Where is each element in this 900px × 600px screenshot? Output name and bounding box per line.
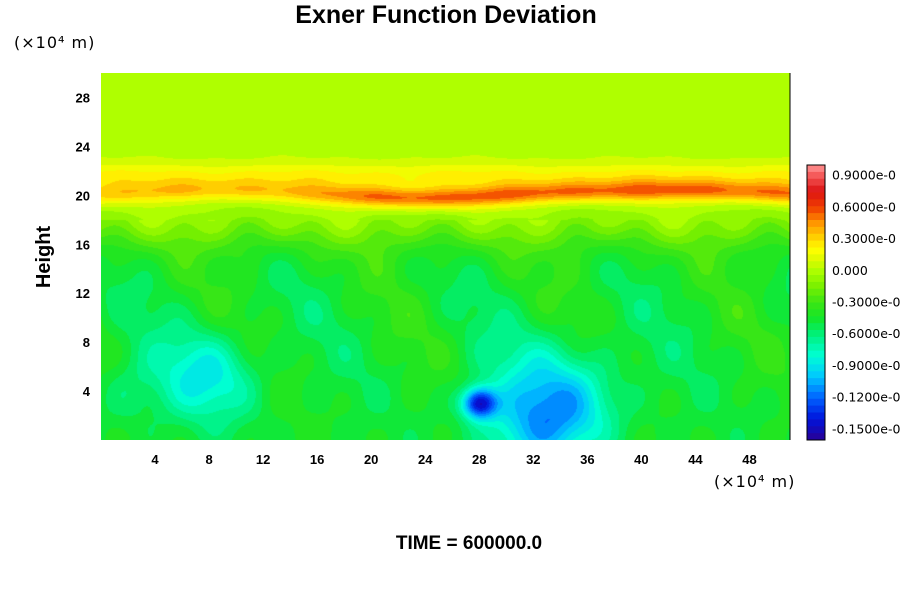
colorbar-label: -0.3000e-0	[832, 295, 900, 310]
colorbar-label: -0.1200e-0	[832, 390, 900, 405]
colorbar-segment	[807, 240, 825, 248]
colorbar-segment	[807, 398, 825, 407]
y-tick-label: 28	[76, 90, 90, 105]
y-tick-label: 8	[83, 335, 90, 350]
colorbar-segment	[807, 220, 825, 228]
colorbar-label: 0.9000e-0	[832, 168, 896, 183]
colorbar-segment	[807, 302, 825, 310]
x-tick-label: 48	[742, 452, 756, 467]
colorbar-segment	[807, 316, 825, 324]
time-label: TIME = 600000.0	[396, 533, 542, 554]
colorbar-segment	[807, 206, 825, 214]
colorbar-segment	[807, 405, 825, 413]
x-tick-label: 24	[418, 452, 433, 467]
colorbar-segment	[807, 261, 825, 269]
colorbar-segment	[807, 288, 825, 297]
heatmap-plot-area	[101, 73, 791, 440]
colorbar-segment	[807, 419, 825, 427]
colorbar-segment	[807, 309, 825, 317]
colorbar-segment	[807, 343, 825, 352]
colorbar-segment	[807, 281, 825, 290]
colorbar-label: 0.6000e-0	[832, 199, 896, 214]
colorbar-label: 0.000	[832, 263, 868, 278]
colorbar-border	[806, 164, 826, 441]
x-tick-label: 4	[151, 452, 159, 467]
colorbar: 0.9000e-0 0.6000e-0 0.3000e-0 0.000 -0.3000e…	[806, 164, 900, 441]
x-tick-label: 28	[472, 452, 486, 467]
y-tick-label: 12	[76, 286, 90, 301]
x-unit-label: (×10⁴ m)	[714, 472, 795, 491]
colorbar-label: -0.9000e-0	[832, 358, 900, 373]
colorbar-segment	[807, 433, 825, 441]
colorbar-segment	[807, 330, 825, 338]
colorbar-segment	[807, 213, 825, 221]
y-tick-label: 4	[83, 384, 91, 399]
colorbar-label: 0.3000e-0	[832, 231, 896, 246]
colorbar-segment	[807, 350, 825, 358]
colorbar-segment	[807, 178, 825, 187]
colorbar-segment	[807, 426, 825, 434]
colorbar-label: -0.6000e-0	[832, 326, 900, 341]
colorbar-segment	[807, 275, 825, 283]
heatmap-field	[101, 73, 790, 440]
colorbar-segment	[807, 371, 825, 379]
colorbar-label: -0.1500e-0	[832, 421, 900, 436]
x-tick-label: 20	[364, 452, 378, 467]
y-tick-label: 24	[76, 139, 91, 154]
colorbar-segment	[807, 226, 825, 235]
x-tick-label: 12	[256, 452, 270, 467]
chart-title: Exner Function Deviation	[295, 1, 596, 29]
x-tick-label: 36	[580, 452, 594, 467]
x-tick-label: 44	[688, 452, 703, 467]
colorbar-segment	[807, 268, 825, 276]
colorbar-segment	[807, 412, 825, 420]
x-tick-label: 16	[310, 452, 324, 467]
colorbar-segment	[807, 247, 825, 255]
y-axis-label: Height	[33, 226, 55, 289]
colorbar-segment	[807, 171, 825, 180]
colorbar-segment	[807, 233, 825, 242]
colorbar-segment	[807, 185, 825, 193]
colorbar-segment	[807, 391, 825, 400]
colorbar-segment	[807, 357, 825, 365]
y-tick-label: 16	[76, 237, 90, 252]
colorbar-segment	[807, 295, 825, 303]
colorbar-segment	[807, 254, 825, 262]
x-axis-ticks: 4 8 12 16 20 24 28 32 36 40 44 48	[151, 452, 756, 467]
colorbar-segment	[807, 378, 825, 386]
x-tick-label: 32	[526, 452, 540, 467]
colorbar-segment	[807, 199, 825, 207]
colorbar-segment	[807, 385, 825, 393]
y-axis-ticks: 4 8 12 16 20 24 28	[76, 90, 91, 399]
colorbar-segment	[807, 364, 825, 372]
y-tick-label: 20	[76, 188, 90, 203]
y-unit-label: (×10⁴ m)	[14, 33, 95, 52]
colorbar-segment	[807, 165, 825, 173]
x-tick-label: 8	[205, 452, 212, 467]
colorbar-segment	[807, 323, 825, 331]
colorbar-segment	[807, 192, 825, 200]
colorbar-segment	[807, 336, 825, 345]
x-tick-label: 40	[634, 452, 648, 467]
